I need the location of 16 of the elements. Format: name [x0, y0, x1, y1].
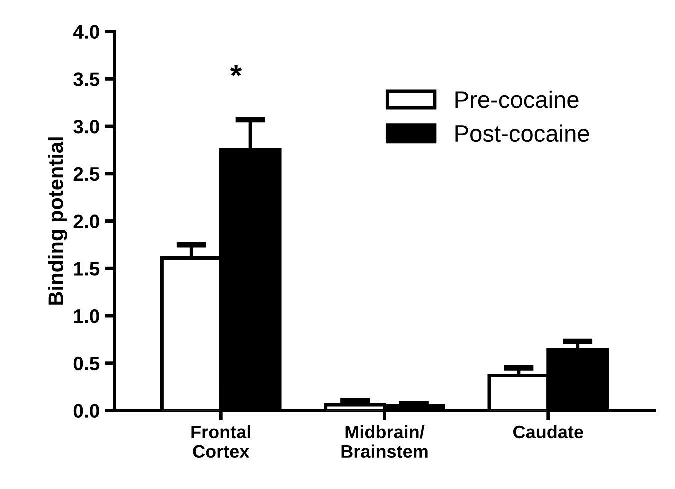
y-tick-label: 0.5	[74, 356, 100, 371]
y-tick-label: 0.0	[74, 404, 100, 418]
y-tick-label: 1.5	[74, 262, 100, 276]
y-tick-label: 2.0	[74, 214, 100, 229]
x-tick-label: Frontal Cortex	[192, 425, 250, 458]
y-tick-label: 4.0	[73, 25, 100, 40]
annotation: *	[230, 65, 242, 76]
y-tick-label: 3.0	[74, 120, 100, 134]
y-axis-title: Binding potential	[48, 138, 68, 305]
x-tick-label: Caudate	[514, 425, 584, 439]
y-tick-label: 1.0	[74, 309, 100, 324]
y-tick-label: 2.5	[74, 167, 100, 182]
y-tick-label: 3.5	[74, 72, 100, 86]
legend-label: Pre-cocaine	[456, 90, 579, 108]
legend-label: Post-cocaine	[456, 124, 590, 142]
x-tick-label: Midbrain/ Brainstem	[342, 425, 428, 458]
